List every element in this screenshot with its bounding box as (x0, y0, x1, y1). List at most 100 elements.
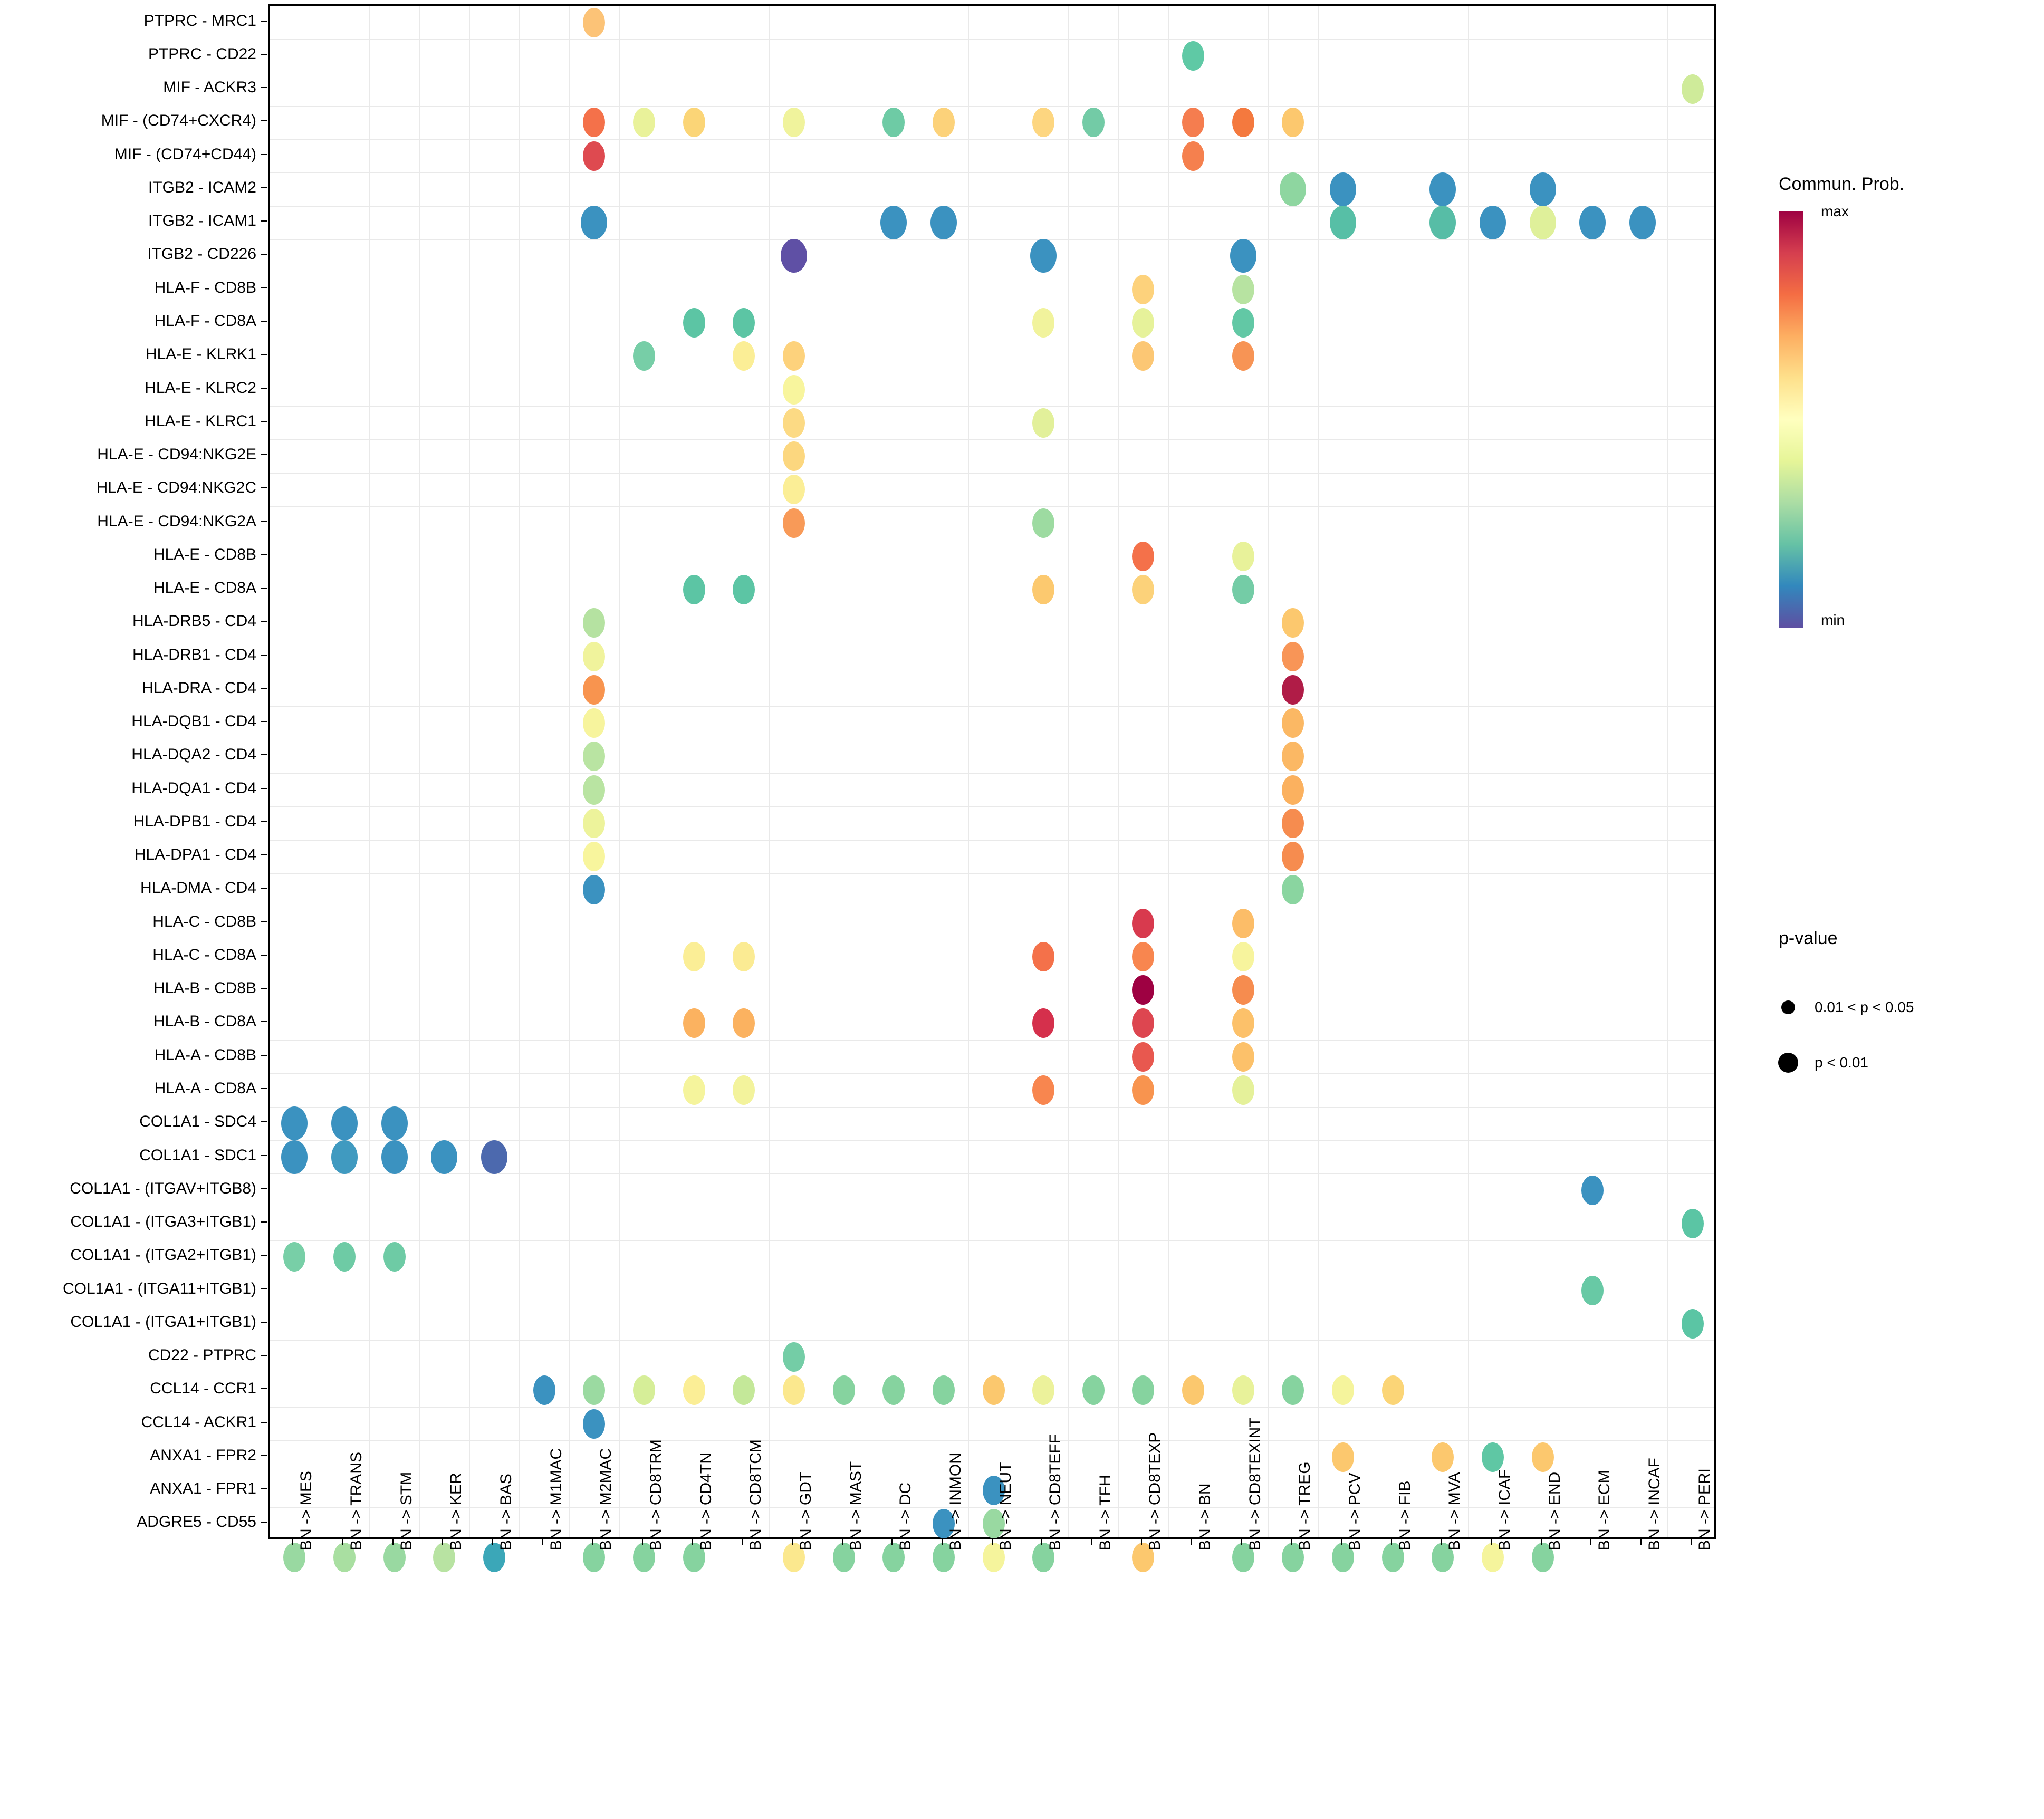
x-axis-tick (492, 1539, 493, 1545)
data-point (1132, 1542, 1155, 1572)
data-point (583, 7, 606, 37)
data-point (683, 1542, 705, 1572)
data-point (1132, 1008, 1155, 1038)
data-point (982, 1375, 1005, 1406)
data-point (1232, 341, 1254, 371)
y-axis-tick-label: HLA-E - KLRC2 (145, 379, 256, 397)
x-axis-tick (442, 1539, 444, 1545)
colorbar-min-label: min (1821, 612, 1845, 628)
y-axis-tick-label: HLA-E - KLRK1 (145, 345, 256, 363)
x-axis-tick (1141, 1539, 1143, 1545)
gridline-horizontal (270, 1040, 1714, 1041)
gridline-vertical (569, 6, 570, 1537)
gridline-horizontal (270, 473, 1714, 474)
data-point (1282, 775, 1304, 805)
data-point (583, 1409, 606, 1439)
y-axis-tick-label: HLA-B - CD8B (153, 979, 256, 997)
data-point (782, 1375, 805, 1406)
x-axis-tick-label: BN -> CD8TEFF (1047, 1434, 1064, 1551)
y-axis-tick-label: HLA-DRA - CD4 (142, 679, 256, 697)
data-point (1182, 108, 1205, 138)
data-point (583, 108, 606, 138)
x-axis-tick (991, 1539, 993, 1545)
data-point (1232, 1542, 1254, 1572)
y-axis-tick-label: MIF - (CD74+CD44) (114, 145, 256, 163)
colorbar-title: Commun. Prob. (1779, 174, 1905, 194)
data-point (1132, 1042, 1155, 1072)
data-point (1182, 1375, 1205, 1406)
data-point (683, 1375, 705, 1406)
gridline-horizontal (270, 1340, 1714, 1341)
x-axis-tick-label: BN -> CD4TN (697, 1452, 715, 1551)
data-point (533, 1375, 555, 1406)
gridline-horizontal (270, 139, 1714, 140)
y-axis-tick (261, 821, 267, 822)
y-axis-tick (261, 20, 267, 22)
y-axis-tick (261, 1288, 267, 1289)
data-point (782, 475, 805, 505)
data-point (1332, 1542, 1355, 1572)
data-point (1032, 575, 1055, 605)
y-axis-tick (261, 1154, 267, 1156)
x-axis-tick (791, 1539, 793, 1545)
x-axis-tick (1590, 1539, 1592, 1545)
data-point (1282, 1542, 1304, 1572)
x-axis-tick-label: BN -> MES (298, 1471, 315, 1551)
y-axis-tick-label: COL1A1 - (ITGAV+ITGB8) (70, 1179, 256, 1197)
gridline-vertical (469, 6, 470, 1537)
y-axis-tick (261, 387, 267, 389)
y-axis-tick (261, 721, 267, 723)
y-axis-tick (261, 1455, 267, 1456)
y-axis-tick (261, 1421, 267, 1423)
data-point (1032, 941, 1055, 971)
data-point (1032, 1542, 1055, 1572)
x-axis-tick-label: BN -> BAS (497, 1474, 515, 1551)
data-point (1132, 941, 1155, 971)
data-point (1681, 74, 1704, 104)
y-axis-tick (261, 454, 267, 456)
data-point (1330, 206, 1357, 240)
data-point (982, 1509, 1005, 1539)
data-point (1032, 1008, 1055, 1038)
data-point (733, 1075, 755, 1105)
y-axis-tick (261, 621, 267, 622)
data-point (583, 608, 606, 638)
data-point (1132, 307, 1155, 338)
y-axis-tick (261, 1255, 267, 1256)
x-axis-tick-label: BN -> M1MAC (547, 1448, 565, 1551)
x-axis-tick (841, 1539, 843, 1545)
x-axis-tick-label: BN -> ECM (1596, 1470, 1614, 1551)
gridline-horizontal (270, 39, 1714, 40)
data-point (333, 1542, 356, 1572)
y-axis-tick-label: HLA-DQA1 - CD4 (131, 779, 256, 797)
x-axis-tick (1640, 1539, 1642, 1545)
data-point (1032, 307, 1055, 338)
gridline-horizontal (270, 406, 1714, 407)
data-point (1282, 875, 1304, 905)
gridline-horizontal (270, 1407, 1714, 1408)
x-axis-tick (1091, 1539, 1092, 1545)
data-point (583, 1375, 606, 1406)
gridline-horizontal (270, 239, 1714, 240)
gridline-vertical (769, 6, 770, 1537)
data-point (383, 1542, 406, 1572)
data-point (1480, 206, 1506, 240)
data-point (583, 808, 606, 838)
data-point (632, 108, 655, 138)
x-axis-tick-label: BN -> TREG (1296, 1461, 1314, 1551)
y-axis-tick-label: HLA-DPB1 - CD4 (133, 812, 256, 830)
pvalue-legend-title: p-value (1779, 928, 1838, 948)
color-scale-bar (1779, 211, 1803, 628)
y-axis-tick-label: HLA-A - CD8B (154, 1046, 256, 1064)
x-axis-tick-label: BN -> PCV (1346, 1472, 1364, 1551)
x-axis-tick-label: BN -> CD8TCM (747, 1439, 765, 1551)
data-point (782, 1342, 805, 1372)
data-point (1230, 239, 1256, 273)
y-axis-tick (261, 354, 267, 355)
y-axis-tick (261, 254, 267, 255)
data-point (583, 775, 606, 805)
y-axis-tick-label: COL1A1 - (ITGA2+ITGB1) (70, 1246, 256, 1264)
data-point (1381, 1375, 1404, 1406)
data-point (733, 341, 755, 371)
x-axis-tick-label: BN -> CD8TRM (647, 1439, 665, 1551)
